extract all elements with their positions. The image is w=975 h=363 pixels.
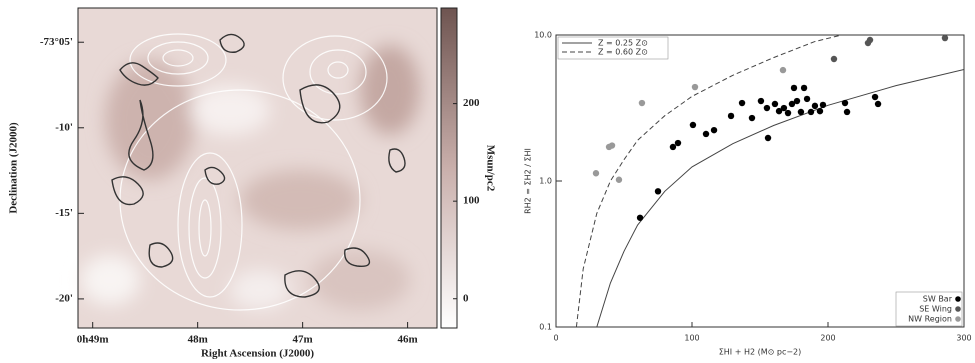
- point: [794, 98, 800, 104]
- y-tick-label: -15': [55, 207, 73, 219]
- y-tick-label: 1.0: [539, 177, 552, 186]
- x-tick-label: 0h49m: [77, 334, 109, 346]
- point: [764, 105, 770, 111]
- point: [749, 115, 755, 121]
- point: [780, 67, 786, 73]
- point: [670, 144, 676, 150]
- map-panel: 0h49m 48m 47m 46m -73°05' -10' -15' -20' Right A…: [8, 8, 497, 360]
- point: [875, 101, 881, 107]
- point: [675, 140, 681, 146]
- point: [942, 35, 948, 41]
- colorbar-tick-label: 200: [463, 97, 480, 109]
- point: [711, 127, 717, 133]
- point: [637, 215, 643, 221]
- scatter-panel: 0 100 200 300 0.1 1.0 10.0 ΣHI + H2 (M⊙ pc−2) RH…: [524, 31, 972, 357]
- model-line: [597, 70, 964, 328]
- x-tick-label: 0: [553, 334, 558, 343]
- y-tick-label: -73°05': [40, 36, 73, 48]
- figure: 0h49m 48m 47m 46m -73°05' -10' -15' -20' Right A…: [0, 0, 975, 363]
- point: [820, 102, 826, 108]
- legend-label: SE Wing: [919, 305, 952, 314]
- point: [781, 105, 787, 111]
- legend-marker: [955, 316, 961, 322]
- y-tick-label: -20': [55, 292, 73, 304]
- x-tick-label: 200: [820, 334, 835, 343]
- point: [703, 131, 709, 137]
- legend-label: Z = 0.25 Z⊙: [598, 39, 648, 48]
- colorbar-label: Msun/pc2: [484, 145, 496, 192]
- page: {"chart_data": [ {"type": "image", "xlab…: [0, 0, 975, 363]
- y-tick-label: 0.1: [539, 323, 552, 332]
- point: [692, 84, 698, 90]
- y-axis-label: Declination (J2000): [8, 122, 20, 214]
- point: [842, 100, 848, 106]
- point: [791, 85, 797, 91]
- colorbar-tick-label: 100: [463, 195, 480, 207]
- x-axis-label: ΣHI + H2 (M⊙ pc−2): [719, 348, 802, 357]
- point: [609, 142, 615, 148]
- point: [817, 108, 823, 114]
- point: [616, 177, 622, 183]
- colorbar-tick-label: 0: [463, 292, 469, 304]
- x-tick-label: 100: [684, 334, 699, 343]
- point: [655, 188, 661, 194]
- point: [728, 113, 734, 119]
- point: [808, 109, 814, 115]
- point: [772, 101, 778, 107]
- legend-label: NW Region: [908, 315, 952, 324]
- point: [831, 56, 837, 62]
- y-axis-label: RH2 = ΣH2 / ΣHI: [524, 148, 533, 214]
- point: [798, 109, 804, 115]
- point: [867, 37, 873, 43]
- point: [785, 110, 791, 116]
- point: [739, 100, 745, 106]
- point: [812, 103, 818, 109]
- legend-marker: [955, 306, 961, 312]
- legend-label: SW Bar: [923, 295, 953, 304]
- point: [758, 98, 764, 104]
- point: [801, 85, 807, 91]
- y-tick-label: 10.0: [534, 31, 552, 40]
- legend-label: Z = 0.60 Z⊙: [598, 48, 648, 57]
- x-tick-label: 300: [956, 334, 971, 343]
- legend-marker: [955, 296, 961, 302]
- y-tick-label: -10': [55, 121, 73, 133]
- point: [765, 135, 771, 141]
- point: [593, 170, 599, 176]
- x-tick-label: 47m: [293, 334, 313, 346]
- point: [804, 96, 810, 102]
- point: [639, 100, 645, 106]
- x-axis-label: Right Ascension (J2000): [201, 348, 314, 360]
- colorbar: [441, 8, 457, 328]
- x-tick-label: 46m: [398, 334, 418, 346]
- x-tick-label: 48m: [188, 334, 208, 346]
- point: [690, 122, 696, 128]
- point: [844, 109, 850, 115]
- point: [872, 94, 878, 100]
